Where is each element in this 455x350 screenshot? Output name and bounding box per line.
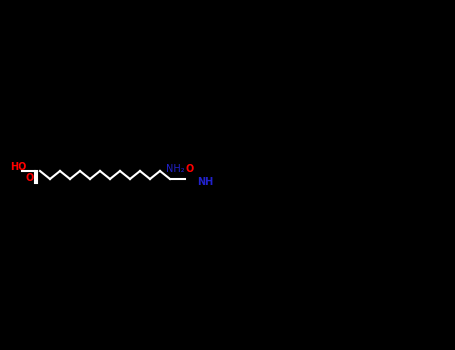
Text: NH₂: NH₂ [166,164,184,174]
Text: O: O [186,164,194,174]
Text: HO: HO [10,162,26,172]
Text: O: O [26,173,34,183]
Text: NH: NH [197,177,213,187]
